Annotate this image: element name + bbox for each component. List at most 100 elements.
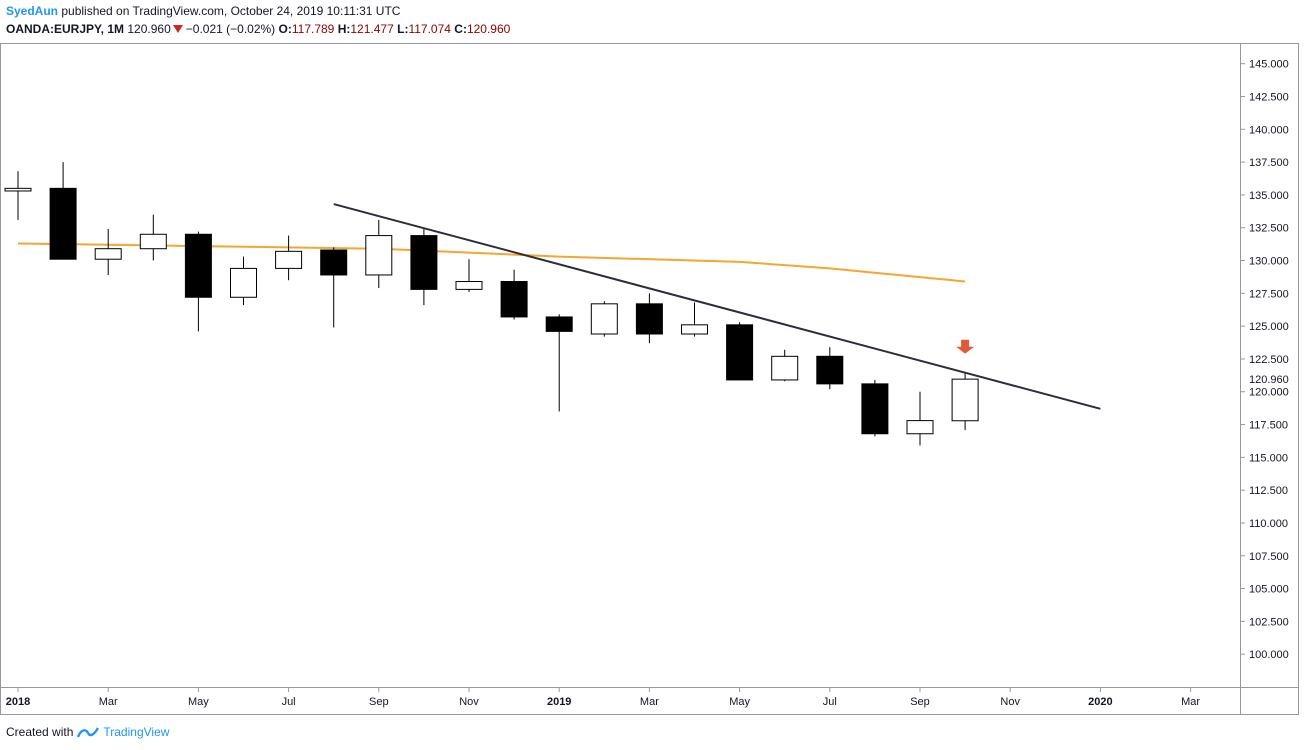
y-tick-label: 140.000 (1249, 124, 1289, 136)
x-tick-label: Sep (910, 696, 930, 708)
close-value: 120.960 (466, 22, 511, 36)
candle-body (500, 281, 528, 318)
x-tick-label: Nov (459, 696, 479, 708)
x-tick-label: May (188, 696, 209, 708)
tradingview-logo-icon[interactable] (77, 725, 100, 739)
candle (184, 231, 212, 332)
candle (861, 379, 889, 437)
candle-body (4, 187, 32, 192)
y-tick-label: 105.000 (1249, 584, 1289, 596)
candle-body (906, 420, 934, 435)
candle (635, 293, 663, 344)
candle (590, 301, 618, 337)
y-tick-label: 100.000 (1249, 649, 1289, 661)
y-tick-label: 117.500 (1249, 420, 1288, 432)
candle (4, 171, 32, 220)
published-text: published on TradingView.com, October 24… (58, 4, 401, 18)
candle (726, 322, 754, 381)
x-tick-label: Jul (823, 696, 837, 708)
symbol-legend: OANDA:EURJPY, 1M 120.960 −0.021 (−0.02%) … (6, 22, 510, 36)
trendline[interactable] (333, 203, 1101, 410)
candle (94, 229, 122, 275)
candle-body (951, 378, 979, 422)
y-tick-label: 115.000 (1249, 452, 1288, 464)
signal-arrow-layer (956, 339, 975, 354)
y-tick-label: 142.500 (1249, 91, 1289, 103)
y-tick-label: 125.000 (1249, 321, 1289, 333)
candle-body (410, 235, 438, 290)
y-tick-label: 107.500 (1249, 551, 1289, 563)
candle-body (94, 248, 122, 260)
trendline-layer[interactable] (333, 203, 1101, 410)
y-tick-label: 130.000 (1249, 256, 1289, 268)
footer: Created with TradingView (6, 725, 169, 739)
low-label: L: (397, 22, 409, 36)
candle-body (590, 303, 618, 335)
candle-body (139, 233, 167, 250)
candle-body (49, 187, 77, 260)
candle-body (681, 324, 708, 335)
candle (545, 314, 573, 412)
y-tick-label: 110.000 (1249, 518, 1288, 530)
price-axis[interactable]: 100.000 102.500 105.000 107.500 110.000 112.5… (1240, 59, 1289, 662)
last-price-layer: 120.960 (1241, 372, 1298, 387)
candle (951, 372, 979, 431)
tradingview-brand-link[interactable]: TradingView (103, 725, 170, 739)
y-tick-label: 137.500 (1249, 157, 1289, 169)
candle (139, 214, 167, 261)
high-value: 121.477 (350, 22, 394, 36)
candle-body (230, 267, 257, 298)
down-arrow-icon (956, 339, 975, 354)
low-value: 117.074 (408, 22, 451, 36)
candle (816, 347, 844, 390)
open-value: 117.789 (291, 22, 335, 36)
candle-body (275, 250, 303, 269)
y-tick-label: 120.000 (1249, 387, 1289, 399)
candle (500, 269, 528, 320)
candle-body (545, 316, 573, 332)
price-change: −0.021 (−0.02%) (185, 22, 276, 36)
y-tick-label: 122.500 (1249, 354, 1289, 366)
x-tick-label: 2020 (1088, 696, 1112, 708)
candle (410, 227, 438, 306)
candle (230, 256, 257, 306)
x-tick-label: Jul (282, 696, 296, 708)
price-down-icon (172, 25, 183, 33)
close-label: C: (454, 22, 467, 36)
x-tick-label: Mar (99, 696, 118, 708)
candles-layer (4, 162, 979, 446)
y-tick-label: 132.500 (1249, 223, 1289, 235)
y-tick-label: 112.500 (1249, 485, 1288, 497)
y-tick-label: 135.000 (1249, 190, 1289, 202)
candle (49, 162, 77, 260)
symbol-name[interactable]: OANDA:EURJPY, 1M (6, 22, 125, 36)
candle (455, 259, 483, 293)
y-tick-label: 145.000 (1249, 59, 1289, 71)
x-tick-label: Mar (1181, 696, 1200, 708)
candle (771, 349, 799, 382)
candle-body (455, 281, 483, 290)
time-axis[interactable]: 2018 Mar May Jul Sep Nov 2019 Mar May Jul Sep Nov 20… (6, 687, 1201, 708)
candle (365, 219, 393, 289)
candle-body (726, 324, 754, 381)
candle-body (635, 303, 663, 335)
candle (681, 302, 708, 337)
last-price-label: 120.960 (1249, 374, 1289, 386)
candle (275, 235, 303, 281)
candle-body (320, 249, 348, 276)
candle-body (771, 355, 799, 381)
candle-body (184, 233, 212, 298)
created-with-text: Created with (6, 725, 74, 739)
candle-body (365, 235, 393, 276)
publish-info: SyedAun published on TradingView.com, Oc… (6, 4, 400, 18)
chart-frame (0, 43, 1299, 715)
x-tick-label: 2018 (6, 696, 30, 708)
x-tick-label: Sep (369, 696, 389, 708)
y-tick-label: 102.500 (1249, 616, 1289, 628)
x-tick-label: May (729, 696, 750, 708)
last-price: 120.960 (127, 22, 171, 36)
author-name[interactable]: SyedAun (6, 4, 59, 18)
candle-body (861, 383, 889, 435)
candle (320, 247, 348, 328)
